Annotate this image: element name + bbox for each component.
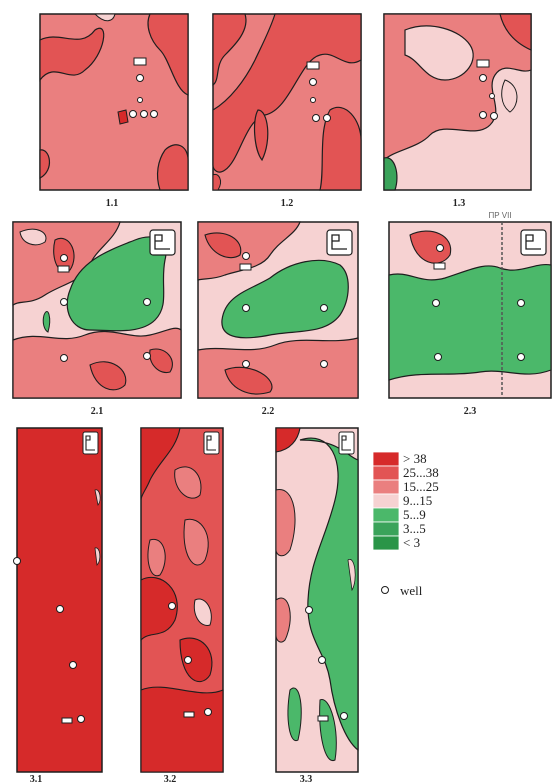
legend-label-3: 9...15 — [403, 493, 432, 508]
profile-label: ПР VII — [488, 211, 511, 220]
panel-label-1-1: 1.1 — [106, 198, 119, 209]
legend-swatch-2 — [372, 479, 400, 495]
map-panel-1-1 — [39, 13, 189, 191]
panel-label-2-1: 2.1 — [91, 406, 104, 417]
legend-well-label: well — [400, 583, 423, 598]
legend-label-1: 25...38 — [403, 465, 439, 480]
legend-label-2: 15...25 — [403, 479, 439, 494]
legend-swatch-4 — [372, 507, 400, 523]
map-panel-2-2 — [197, 221, 359, 399]
legend-swatch-6 — [372, 535, 400, 551]
panel-label-2-3: 2.3 — [464, 406, 477, 417]
map-panel-3-3 — [275, 427, 359, 773]
legend-swatch-5 — [372, 521, 400, 537]
panel-label-3-2: 3.2 — [164, 774, 177, 784]
legend-swatch-3 — [372, 493, 400, 509]
panel-label-2-2: 2.2 — [262, 406, 275, 417]
map-panel-3-2 — [140, 427, 224, 773]
legend-label-0: > 38 — [403, 451, 427, 466]
map-panel-1-3 — [383, 13, 532, 191]
panel-label-1-3: 1.3 — [453, 198, 466, 209]
panel-label-1-2: 1.2 — [281, 198, 294, 209]
legend-swatch-0 — [372, 451, 400, 467]
panel-label-3-1: 3.1 — [30, 774, 43, 784]
legend-label-4: 5...9 — [403, 507, 426, 522]
map-panel-3-1 — [13, 427, 103, 773]
map-panel-1-2 — [212, 13, 362, 191]
legend-label-5: 3...5 — [403, 521, 426, 536]
well-symbol-icon — [381, 586, 389, 594]
legend-label-6: < 3 — [403, 535, 420, 550]
map-panel-2-1 — [12, 221, 182, 399]
legend-swatch-1 — [372, 465, 400, 481]
panel-label-3-3: 3.3 — [300, 774, 313, 784]
legend-well: well — [381, 583, 423, 598]
map-panel-2-3 — [388, 221, 552, 399]
